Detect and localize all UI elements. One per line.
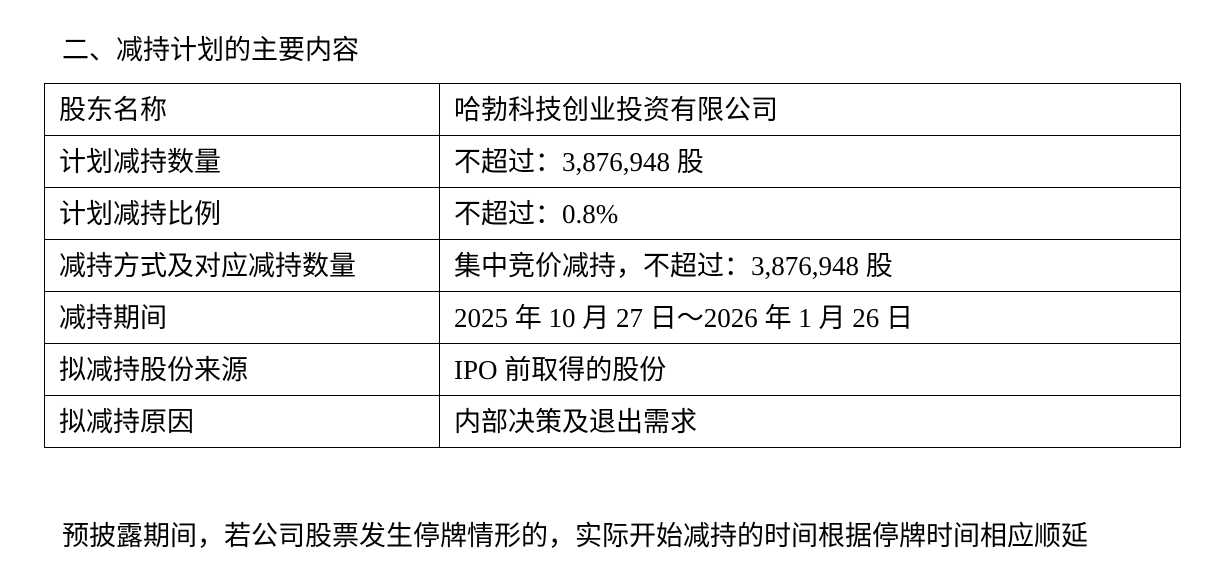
- row-value: 不超过：3,876,948 股: [439, 135, 1181, 188]
- table-row: 计划减持数量 不超过：3,876,948 股: [44, 135, 1181, 188]
- reduction-plan-table: 股东名称 哈勃科技创业投资有限公司 计划减持数量 不超过：3,876,948 股计划减…: [44, 83, 1181, 448]
- table-row: 减持方式及对应减持数量 集中竞价减持，不超过：3,876,948 股: [44, 239, 1181, 292]
- row-label: 股东名称: [44, 83, 440, 136]
- note-paragraph: 预披露期间，若公司股票发生停牌情形的，实际开始减持的时间根据停牌时间相应顺延: [62, 521, 1088, 551]
- row-label: 计划减持比例: [44, 187, 440, 240]
- row-label: 拟减持原因: [44, 395, 440, 448]
- row-label: 减持期间: [44, 291, 440, 344]
- row-label: 减持方式及对应减持数量: [44, 239, 440, 292]
- table-row: 拟减持原因 内部决策及退出需求: [44, 395, 1181, 448]
- row-label: 拟减持股份来源: [44, 343, 440, 396]
- row-label: 计划减持数量: [44, 135, 440, 188]
- table-row: 股东名称 哈勃科技创业投资有限公司: [44, 83, 1181, 136]
- row-value: 哈勃科技创业投资有限公司: [439, 83, 1181, 136]
- table-row: 计划减持比例 不超过：0.8%: [44, 187, 1181, 240]
- row-value: 集中竞价减持，不超过：3,876,948 股: [439, 239, 1181, 292]
- row-value: 不超过：0.8%: [439, 187, 1181, 240]
- row-value: IPO 前取得的股份: [439, 343, 1181, 396]
- row-value: 内部决策及退出需求: [439, 395, 1181, 448]
- section-heading: 二、减持计划的主要内容: [62, 35, 359, 65]
- table-row: 拟减持股份来源 IPO 前取得的股份: [44, 343, 1181, 396]
- row-value: 2025 年 10 月 27 日～2026 年 1 月 26 日: [439, 291, 1181, 344]
- table-row: 减持期间 2025 年 10 月 27 日～2026 年 1 月 26 日: [44, 291, 1181, 344]
